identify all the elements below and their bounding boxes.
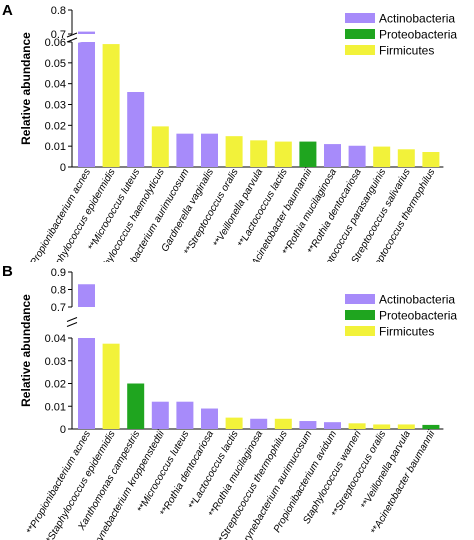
y-tick-label: 0.04	[45, 333, 66, 345]
bar-break	[77, 319, 96, 328]
legend-label: Actinobacteria	[379, 293, 455, 307]
bar	[78, 338, 95, 429]
bar-upper	[78, 31, 95, 34]
bar	[373, 424, 391, 429]
bar	[397, 149, 415, 167]
axis-break-mark	[66, 32, 78, 38]
bar	[274, 418, 292, 429]
bar-chart-b: 0 0.01 0.02 0.03 0.04 0.7 0.8 0.9 Relative abund…	[19, 267, 457, 540]
bar-chart-a: 0 0.01 0.02 0.03 0.04 0.05 0.060.7 0.8 Relative …	[19, 5, 457, 262]
axis-break-mark	[66, 322, 78, 327]
bar	[102, 44, 120, 168]
y-axis-label: Relative abundance	[19, 32, 33, 145]
y-tick-label: 0.01	[45, 141, 66, 153]
bar	[102, 343, 120, 429]
bar	[225, 136, 243, 167]
bar	[225, 417, 243, 429]
legend-swatch	[345, 45, 375, 55]
bar	[348, 423, 366, 429]
legend-label: Proteobacteria	[379, 309, 457, 323]
y-tick-label: 0.8	[51, 5, 66, 17]
y-tick-label: 0.05	[45, 58, 66, 70]
bar	[373, 146, 391, 167]
y-tick-label: 0.01	[45, 401, 66, 413]
panel-letter-a: A	[2, 2, 13, 19]
bar-break	[77, 35, 96, 43]
y-tick-label: 0.7	[51, 29, 66, 41]
bar	[127, 383, 145, 429]
y-tick-label: 0.02	[45, 120, 66, 132]
y-tick-label: 0.02	[45, 379, 66, 391]
bar	[397, 424, 415, 429]
bar	[176, 133, 194, 167]
y-tick-label: 0.8	[51, 285, 66, 297]
legend-swatch	[345, 294, 375, 304]
bar-upper	[78, 284, 95, 307]
bar	[201, 133, 218, 167]
y-tick-label: 0	[60, 424, 66, 436]
y-tick-label: 0	[60, 162, 66, 174]
legend-swatch	[345, 310, 375, 320]
legend-label: Proteobacteria	[379, 28, 457, 42]
legend-label: Firmicutes	[379, 44, 434, 58]
bar	[127, 92, 145, 167]
bar	[324, 144, 341, 167]
axis-break-mark	[66, 37, 78, 43]
y-tick-label: 0.7	[51, 302, 66, 314]
bar	[151, 126, 169, 167]
bar	[78, 42, 95, 167]
panel-letter-b: B	[2, 263, 13, 280]
legend-swatch	[345, 13, 375, 23]
axis-break-mark	[66, 317, 78, 322]
legend-label: Actinobacteria	[379, 12, 455, 26]
bar	[176, 401, 194, 429]
bar	[250, 418, 268, 429]
bar	[250, 140, 268, 167]
bar	[422, 424, 440, 429]
y-tick-label: 0.03	[45, 356, 66, 368]
y-tick-label: 0.9	[51, 267, 66, 279]
y-tick-label: 0.03	[45, 100, 66, 112]
legend-swatch	[345, 29, 375, 39]
y-axis-label: Relative abundance	[19, 294, 33, 407]
bar	[151, 401, 169, 429]
legend-label: Firmicutes	[379, 325, 434, 339]
bar	[299, 141, 317, 167]
bar	[348, 145, 366, 167]
bar	[201, 408, 218, 429]
y-tick-label: 0.04	[45, 79, 66, 91]
bar	[324, 422, 341, 429]
bar	[274, 141, 292, 167]
bar	[299, 421, 317, 429]
legend-swatch	[345, 326, 375, 336]
bar	[422, 152, 440, 167]
y-tick-label: 0.06	[45, 37, 66, 49]
